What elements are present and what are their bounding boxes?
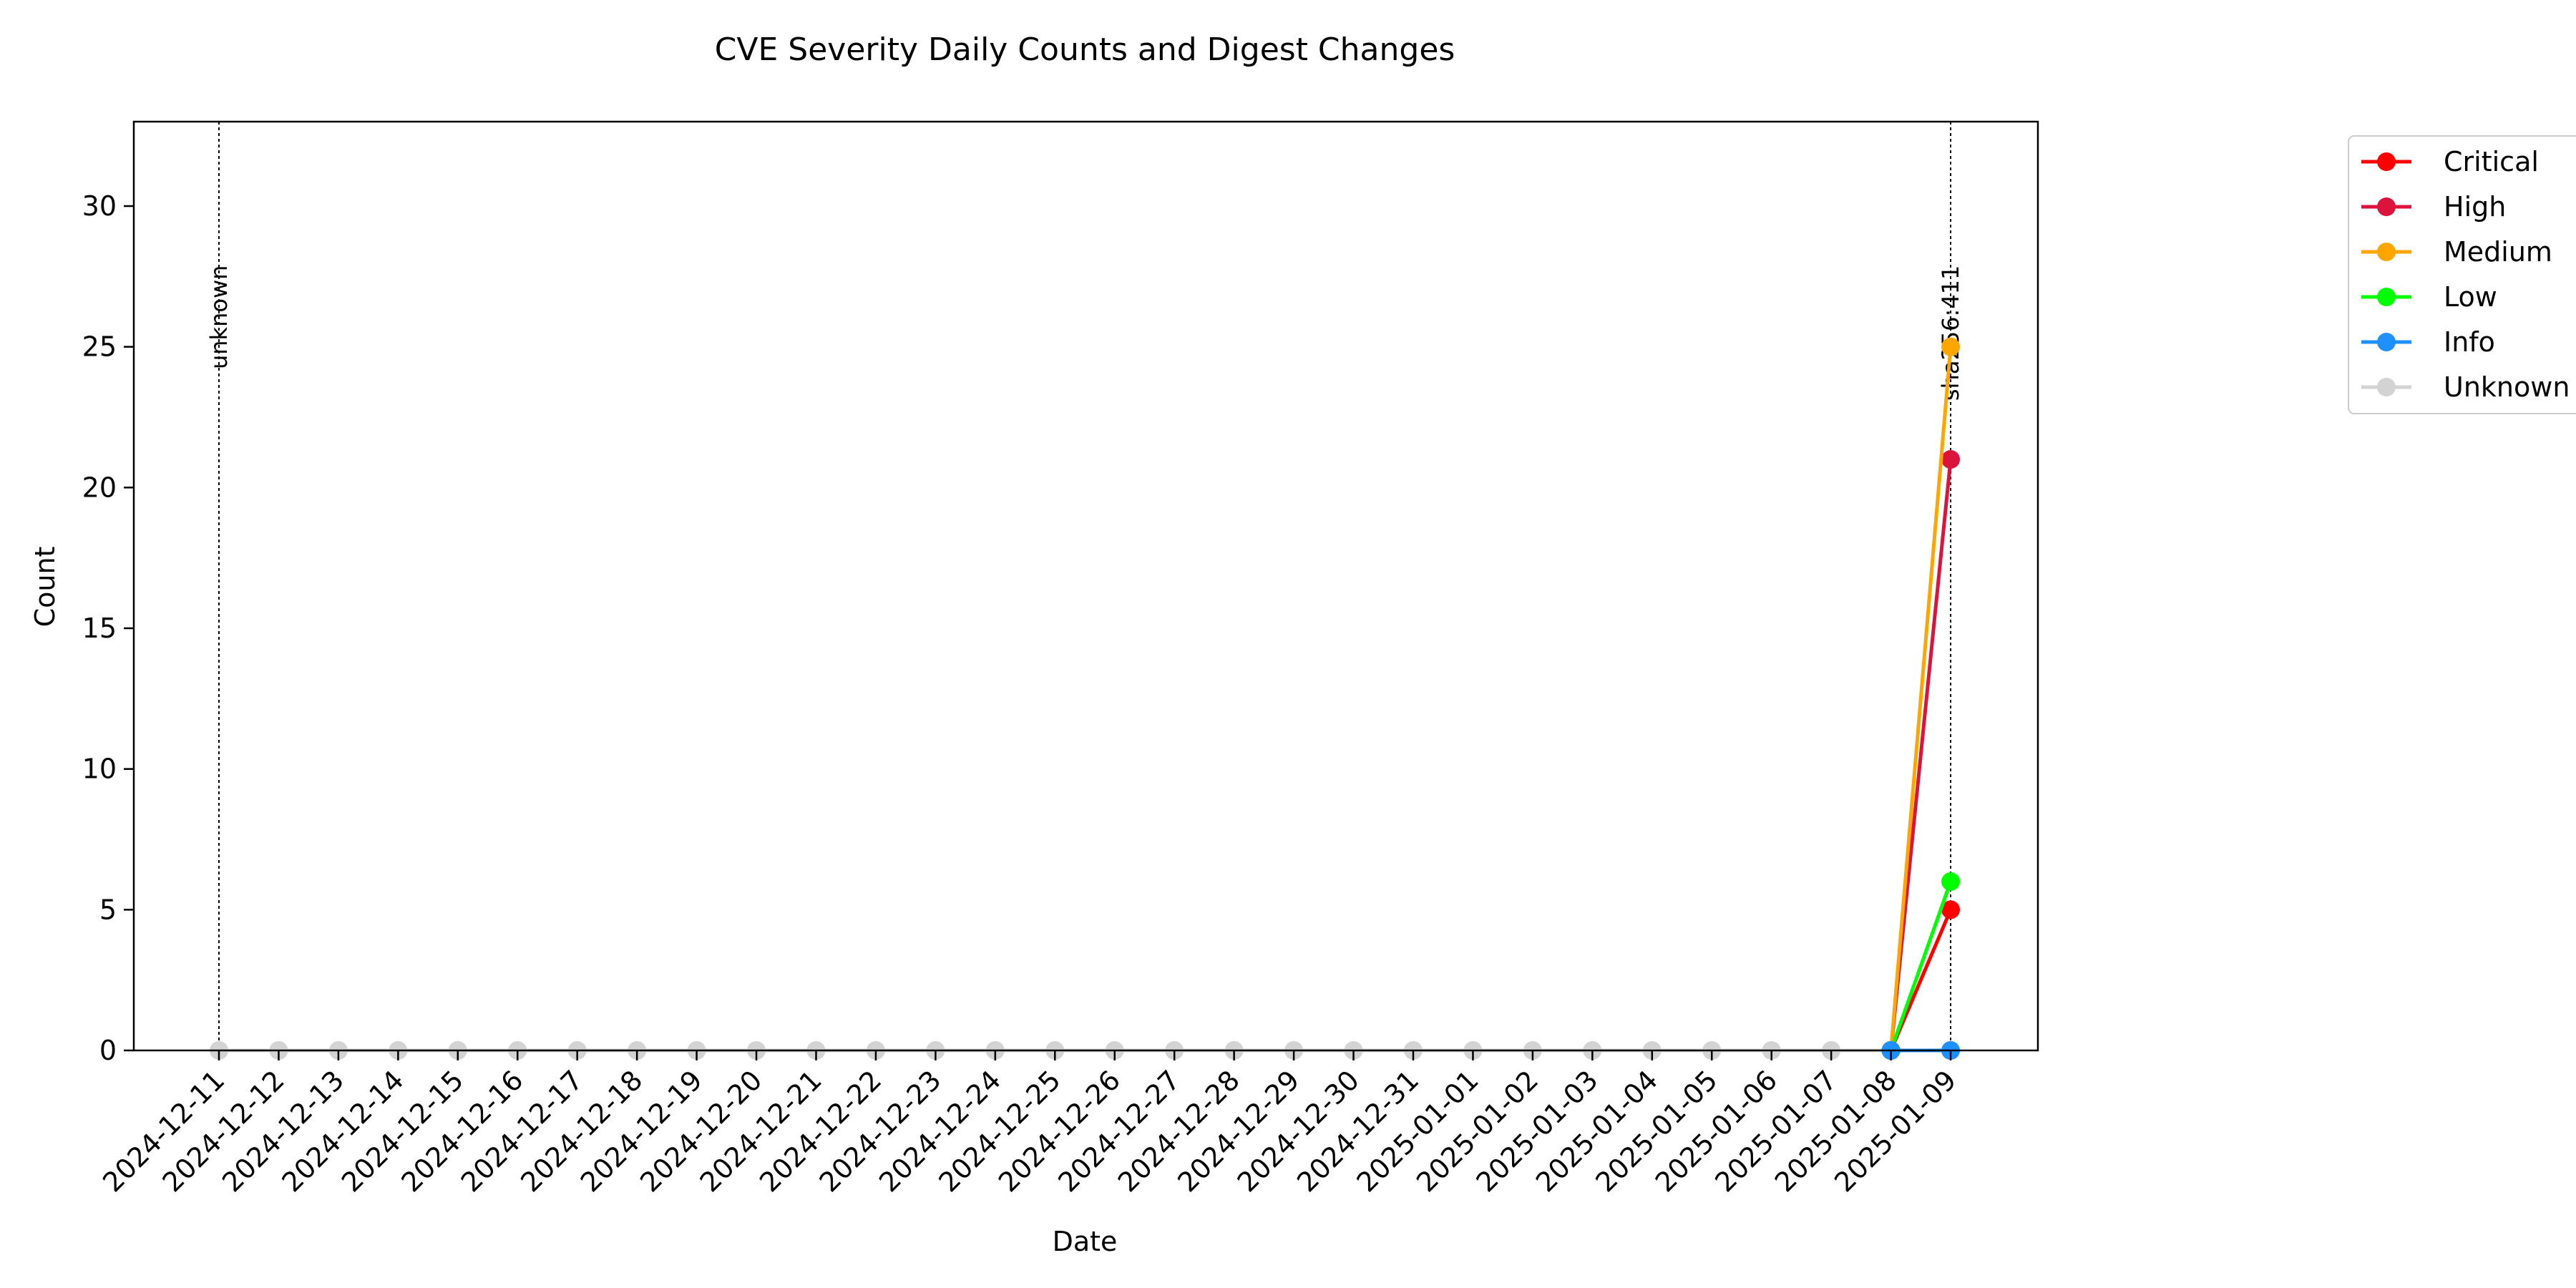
legend-swatch-marker [2377,378,2396,396]
legend-item: Medium [2361,236,2552,268]
series-line [1889,881,1953,1051]
y-tick-label: 30 [82,190,117,222]
legend-item: Info [2361,326,2495,358]
legend: Critical High Medium Low Info Unknown [2348,135,2576,414]
data-point [1941,337,1961,356]
y-axis-label: Count [29,547,61,628]
series-layer [210,337,1961,1060]
y-tick-label: 10 [82,753,117,785]
legend-swatch-marker [2377,152,2396,171]
legend-label: Low [2444,281,2497,313]
legend-item: High [2361,191,2506,223]
legend-label: Unknown [2444,371,2570,403]
x-axis: 2024-12-112024-12-122024-12-132024-12-14… [97,1050,1962,1199]
legend-item: Unknown [2361,371,2570,403]
x-axis-label: Date [1053,1226,1118,1257]
legend-label: Critical [2444,146,2539,177]
series-medium [1881,337,1961,1060]
legend-item: Critical [2361,146,2539,177]
legend-label: Medium [2444,236,2552,268]
y-tick-label: 15 [82,613,117,644]
chart-title: CVE Severity Daily Counts and Digest Cha… [715,31,1455,68]
legend-label: High [2444,191,2506,223]
data-point [1941,872,1961,891]
legend-swatch-marker [2377,197,2396,216]
y-tick-label: 25 [82,331,117,363]
legend-label: Info [2444,326,2495,358]
y-tick-label: 0 [99,1035,117,1066]
y-tick-label: 20 [82,472,117,503]
legend-item: Low [2361,281,2497,313]
legend-swatch-marker [2377,288,2396,306]
digest-change-label: sha256:411 [1937,265,1964,401]
digest-change-label: unknown [205,265,233,369]
legend-swatch-marker [2377,333,2396,351]
digest-annotations: unknown sha256:411 [205,122,1964,1050]
legend-swatch-marker [2377,243,2396,261]
data-point [1941,450,1961,469]
series-line [1889,346,1953,1051]
plot-area-frame [132,120,2039,1052]
y-tick-label: 5 [99,894,117,925]
data-point [1941,900,1961,919]
y-axis: 0 5 10 15 20 25 30 [82,190,134,1066]
